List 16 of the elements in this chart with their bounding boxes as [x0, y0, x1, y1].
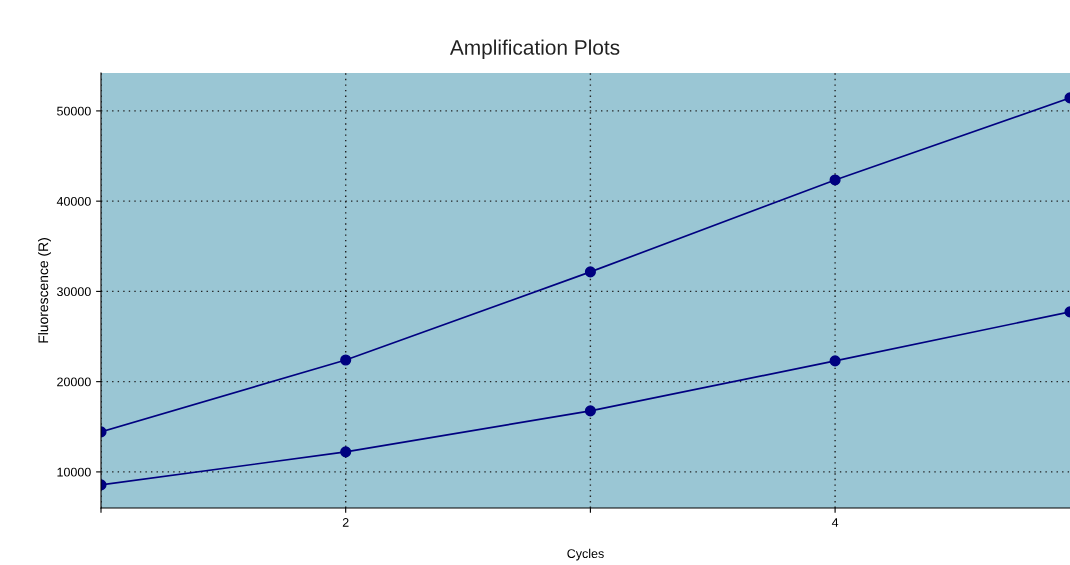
y-tick-label: 50000	[57, 106, 91, 116]
y-tick-label: 20000	[57, 377, 91, 387]
point	[584, 266, 596, 278]
y-tick-label: 10000	[57, 467, 91, 477]
x-tick-label: 4	[831, 518, 839, 527]
point	[584, 405, 596, 417]
x-axis-title: Cycles	[567, 548, 604, 561]
point	[829, 355, 841, 367]
y-axis-title: Fluorescence (R)	[38, 238, 51, 343]
chart-title: Amplification Plots	[449, 39, 620, 59]
y-tick-label: 30000	[57, 287, 91, 297]
point	[340, 354, 352, 366]
point	[340, 446, 352, 458]
y-tick-label: 40000	[56, 196, 91, 206]
x-tick-label: 2	[342, 518, 349, 527]
point	[829, 174, 841, 186]
